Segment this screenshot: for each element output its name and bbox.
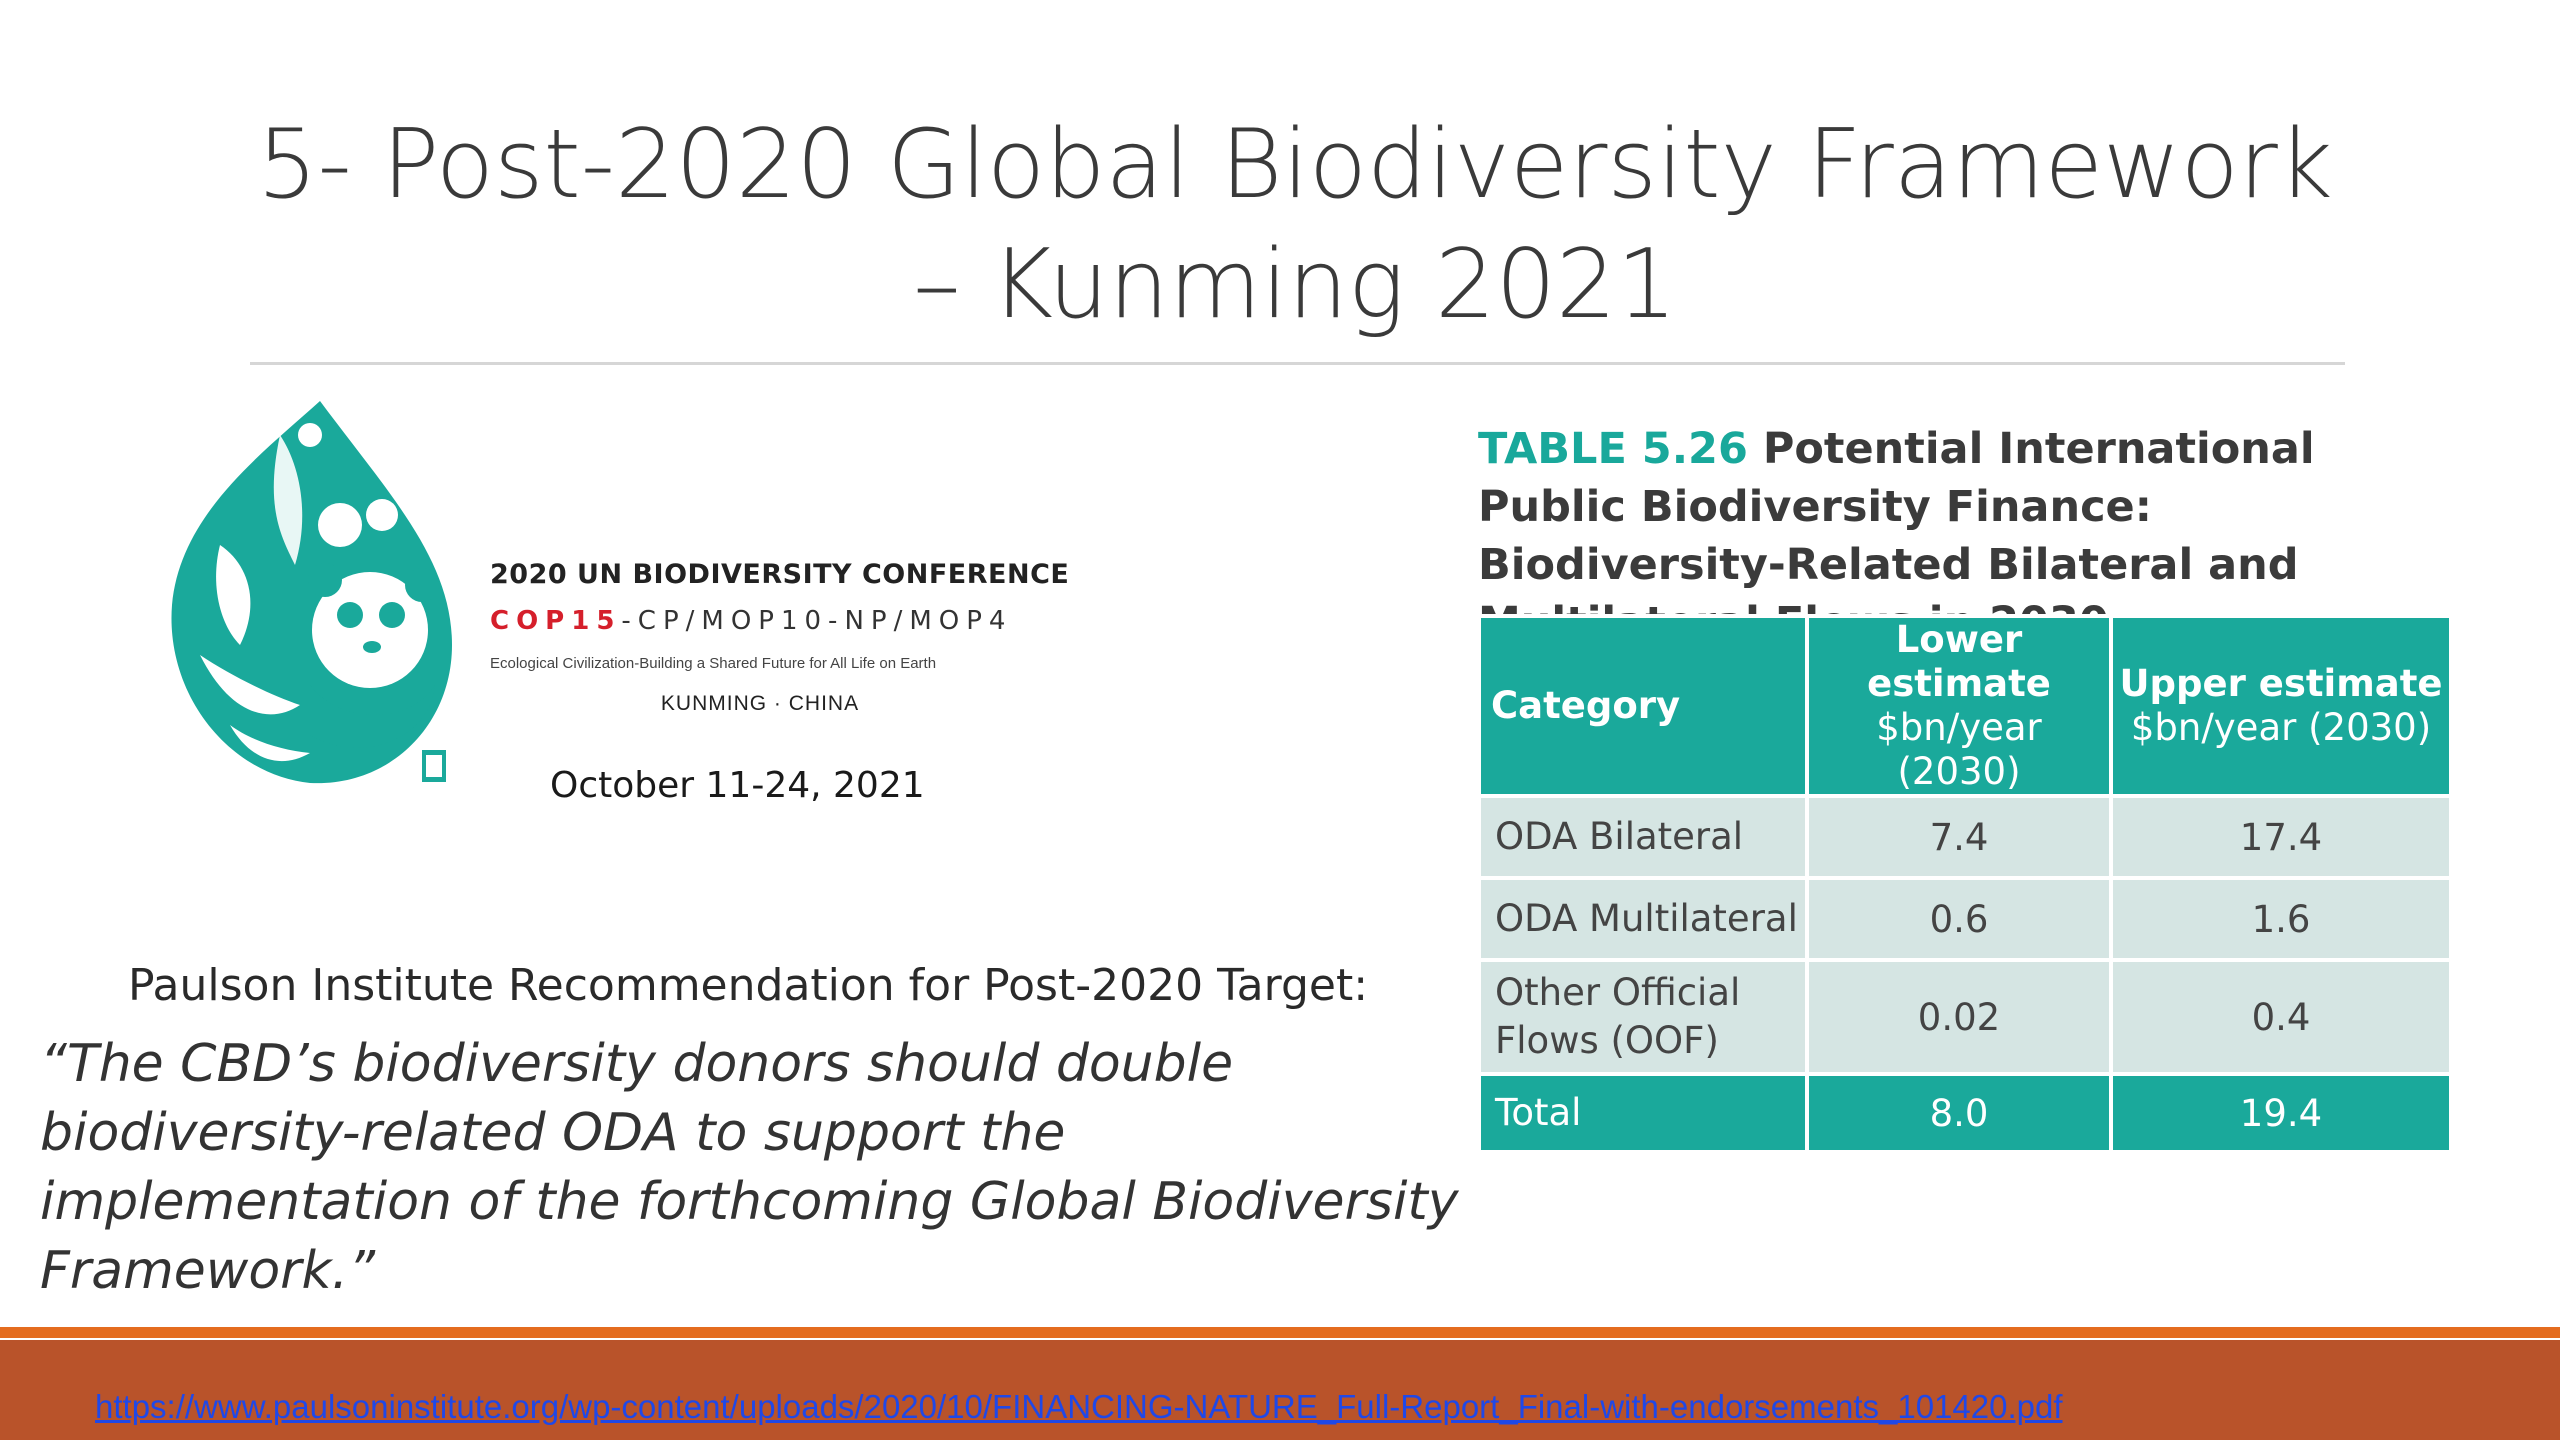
conference-location: KUNMING · CHINA [660, 692, 860, 715]
header-lower-estimate: Lower estimate $bn/year (2030) [1805, 614, 2113, 798]
source-link[interactable]: https://www.paulsoninstitute.org/wp-cont… [95, 1388, 2063, 1425]
row-category: ODA Bilateral [1477, 794, 1809, 880]
table-header-row: Category Lower estimate $bn/year (2030) … [1477, 614, 2453, 798]
slide-title-line2: – Kunming 2021 [913, 230, 1677, 340]
table-total-row: Total 8.0 19.4 [1477, 1072, 2453, 1154]
table-row: Other Official Flows (OOF) 0.02 0.4 [1477, 958, 2453, 1076]
table-number: TABLE 5.26 [1478, 424, 1748, 474]
header-lower-line2: $bn/year (2030) [1876, 706, 2042, 793]
cop15-label: COP15 [490, 606, 622, 636]
footer-accent-line [0, 1327, 2560, 1338]
row-category: ODA Multilateral [1477, 876, 1809, 962]
title-divider [250, 362, 2345, 365]
conference-tagline: Ecological Civilization-Building a Share… [490, 655, 937, 672]
total-label: Total [1477, 1072, 1809, 1154]
header-lower-line1: Lower estimate [1867, 618, 2051, 705]
header-upper-estimate: Upper estimate $bn/year (2030) [2109, 614, 2453, 798]
meetings-label: -CP/MOP10-NP/MOP4 [621, 606, 1013, 636]
header-upper-line2: $bn/year (2030) [2130, 706, 2432, 749]
finance-table: Category Lower estimate $bn/year (2030) … [1477, 614, 2453, 1154]
row-upper: 1.6 [2109, 876, 2453, 962]
recommendation-heading: Paulson Institute Recommendation for Pos… [128, 960, 1369, 1011]
table-row: ODA Multilateral 0.6 1.6 [1477, 876, 2453, 962]
total-lower: 8.0 [1805, 1072, 2113, 1154]
footer-bar [0, 1340, 2560, 1440]
conference-dates: October 11-24, 2021 [550, 765, 925, 806]
conference-name: 2020 UN BIODIVERSITY CONFERENCE [490, 559, 1070, 590]
slide-title: 5- Post-2020 Global Biodiversity Framewo… [250, 105, 2340, 345]
recommendation-quote: “The CBD’s biodiversity donors should do… [40, 1034, 1459, 1301]
table-row: ODA Bilateral 7.4 17.4 [1477, 794, 2453, 880]
row-lower: 0.02 [1805, 958, 2113, 1076]
row-category: Other Official Flows (OOF) [1477, 958, 1809, 1076]
row-upper: 0.4 [2109, 958, 2453, 1076]
cop15-logo-icon [171, 401, 452, 784]
row-lower: 7.4 [1805, 794, 2113, 880]
slide-title-line1: 5- Post-2020 Global Biodiversity Framewo… [257, 110, 2333, 220]
header-category: Category [1477, 614, 1809, 798]
row-lower: 0.6 [1805, 876, 2113, 962]
row-upper: 17.4 [2109, 794, 2453, 880]
header-upper-line1: Upper estimate [2119, 662, 2443, 705]
total-upper: 19.4 [2109, 1072, 2453, 1154]
conference-meetings: COP15-CP/MOP10-NP/MOP4 [490, 606, 1012, 636]
